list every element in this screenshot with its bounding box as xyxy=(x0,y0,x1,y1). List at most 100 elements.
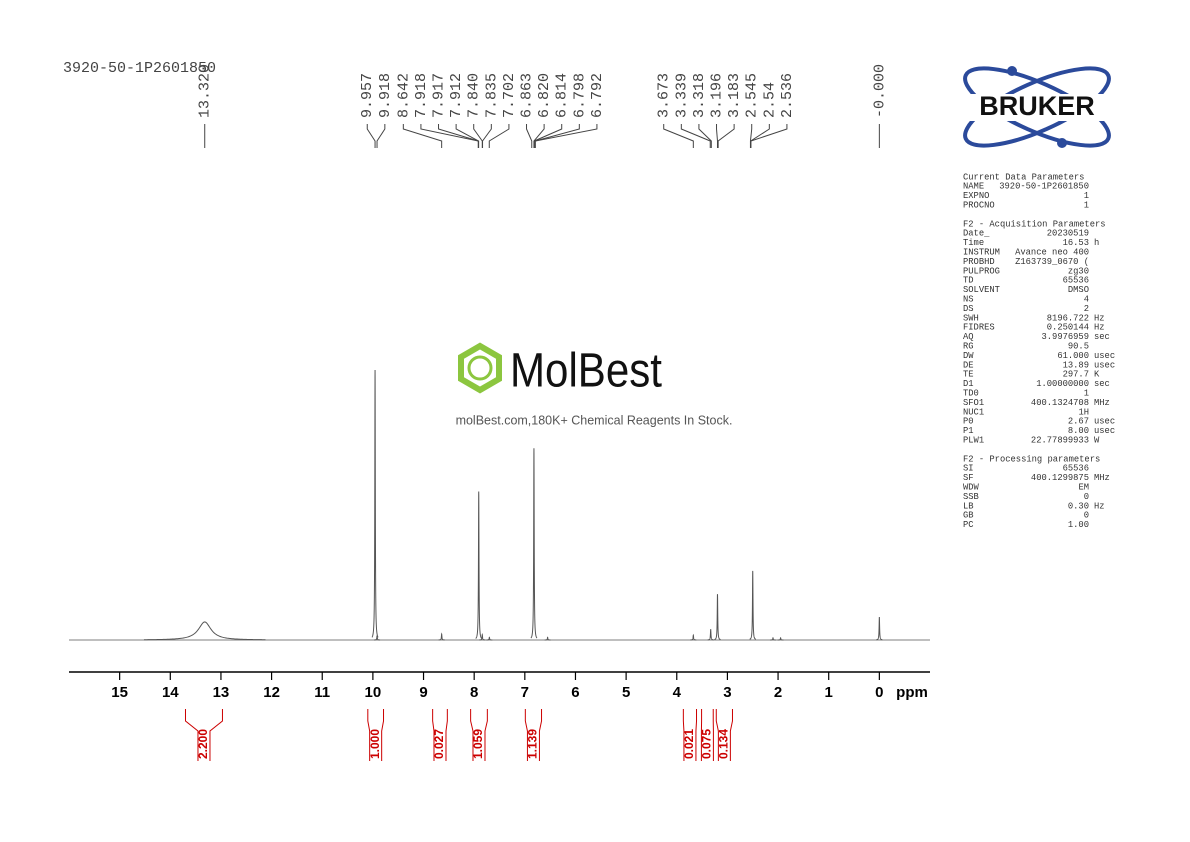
integral-bracket xyxy=(445,709,448,761)
logo-orbit xyxy=(963,66,1111,148)
param-name: PROBHD xyxy=(963,257,995,267)
param-value: DMSO xyxy=(1068,285,1089,295)
peak xyxy=(876,617,883,641)
param-unit: K xyxy=(1094,370,1100,380)
watermark-subtitle: molBest.com,180K+ Chemical Reagents In S… xyxy=(456,413,733,427)
param-name: DW xyxy=(963,351,974,361)
integral-bracket xyxy=(729,709,733,761)
peak xyxy=(714,594,721,641)
integral-label: 0.027 xyxy=(432,729,446,759)
peak xyxy=(438,632,445,641)
peak-pick-label: 7.702 xyxy=(501,73,518,118)
param-name: NS xyxy=(963,295,974,305)
param-name: DS xyxy=(963,304,974,314)
x-tick-label: 3 xyxy=(723,684,731,701)
integral-label: 2.200 xyxy=(196,729,210,759)
peak-pick-label: 2.54 xyxy=(761,82,778,118)
param-name: WDW xyxy=(963,483,980,493)
peak xyxy=(707,629,714,641)
param-value: 8196.722 xyxy=(1047,313,1089,323)
integral-label: 1.139 xyxy=(526,729,540,759)
peak-pick-leader xyxy=(366,124,376,148)
peak-pick-label: 2.536 xyxy=(779,73,796,118)
param-value: 1.00000000 xyxy=(1036,379,1089,389)
watermark-icon xyxy=(467,355,493,381)
bruker-logo: BRUKER xyxy=(958,66,1116,148)
peak-pick-leader xyxy=(488,124,510,148)
integral-label: 1.000 xyxy=(368,729,382,759)
param-value: 22.77899933 xyxy=(1031,436,1089,446)
param-value: 297.7 xyxy=(1063,370,1089,380)
param-value: 400.1324708 xyxy=(1031,398,1089,408)
peak xyxy=(475,491,483,639)
logo-orbit xyxy=(963,66,1111,148)
peak-pick-leader xyxy=(680,124,711,148)
param-name: DE xyxy=(963,360,974,370)
x-tick-label: 14 xyxy=(162,684,179,701)
param-name: TD0 xyxy=(963,389,979,399)
peak-pick-label: 13.320 xyxy=(197,64,214,118)
param-value: 8.00 xyxy=(1068,426,1089,436)
peak-pick-leader xyxy=(402,124,443,148)
x-tick-label: 2 xyxy=(774,684,782,701)
peak-pick-label: 6.792 xyxy=(589,73,606,118)
peak xyxy=(544,636,551,641)
param-unit: sec xyxy=(1094,332,1110,342)
param-value: 0 xyxy=(1084,492,1089,502)
peak-pick-leader xyxy=(534,124,598,148)
param-value: 0.30 xyxy=(1068,501,1089,511)
param-name: GB xyxy=(963,511,974,521)
param-value: 90.5 xyxy=(1068,342,1089,352)
param-name: FIDRES xyxy=(963,323,995,333)
peak-pick-label: 7.917 xyxy=(430,73,447,118)
param-name: AQ xyxy=(963,332,974,342)
param-value: Avance neo 400 xyxy=(1015,248,1089,258)
peak xyxy=(479,633,486,641)
peak xyxy=(374,634,381,641)
peak-pick-label: 3.183 xyxy=(726,73,743,118)
x-tick-label: 6 xyxy=(571,684,579,701)
peak-pick-leader xyxy=(750,124,788,148)
x-tick-label: 0 xyxy=(875,684,883,701)
param-heading: F2 - Processing parameters xyxy=(963,454,1100,464)
peak-pick-label: 6.820 xyxy=(536,73,553,118)
param-value: 1H xyxy=(1078,407,1089,417)
param-unit: sec xyxy=(1094,379,1110,389)
logo-text: BRUKER xyxy=(979,91,1095,121)
param-value: 1.00 xyxy=(1068,520,1089,530)
param-name: SWH xyxy=(963,313,979,323)
param-value: 3.9976959 xyxy=(1041,332,1089,342)
peak-pick-label: 6.798 xyxy=(571,73,588,118)
peak-pick-label: 7.918 xyxy=(413,73,430,118)
param-value: 65536 xyxy=(1063,464,1089,474)
x-tick-label: 5 xyxy=(622,684,630,701)
peak-pick-leader xyxy=(698,124,712,148)
integral-label: 0.021 xyxy=(682,729,696,759)
x-tick-label: 11 xyxy=(314,684,330,701)
param-unit: h xyxy=(1094,238,1099,248)
sample-name: 3920-50-1P2601850 xyxy=(63,60,216,77)
peak xyxy=(530,448,538,639)
peak xyxy=(749,570,757,640)
peak-pick-label: 9.957 xyxy=(359,73,376,118)
param-unit: Hz xyxy=(1094,501,1105,511)
watermark-icon xyxy=(458,342,502,394)
param-name: Date_ xyxy=(963,229,990,239)
peak-pick-leader xyxy=(455,124,480,148)
peak-pick-label: 3.318 xyxy=(691,73,708,118)
param-unit: MHz xyxy=(1094,398,1110,408)
peak-pick-label: 6.863 xyxy=(518,73,535,118)
param-name: PC xyxy=(963,520,974,530)
watermark: MolBest molBest.com,180K+ Chemical Reage… xyxy=(456,342,733,427)
integral-label: 1.059 xyxy=(471,729,485,759)
peak-pick-leader xyxy=(376,124,386,148)
x-tick-label: 1 xyxy=(825,684,833,701)
param-name: SSB xyxy=(963,492,979,502)
peak-pick-leader xyxy=(716,124,718,148)
integral-bracket xyxy=(432,709,435,761)
param-unit: usec xyxy=(1094,360,1115,370)
peak-pick-leader xyxy=(526,124,533,148)
integral-bracket xyxy=(695,709,698,761)
integral-bracket xyxy=(184,709,199,761)
